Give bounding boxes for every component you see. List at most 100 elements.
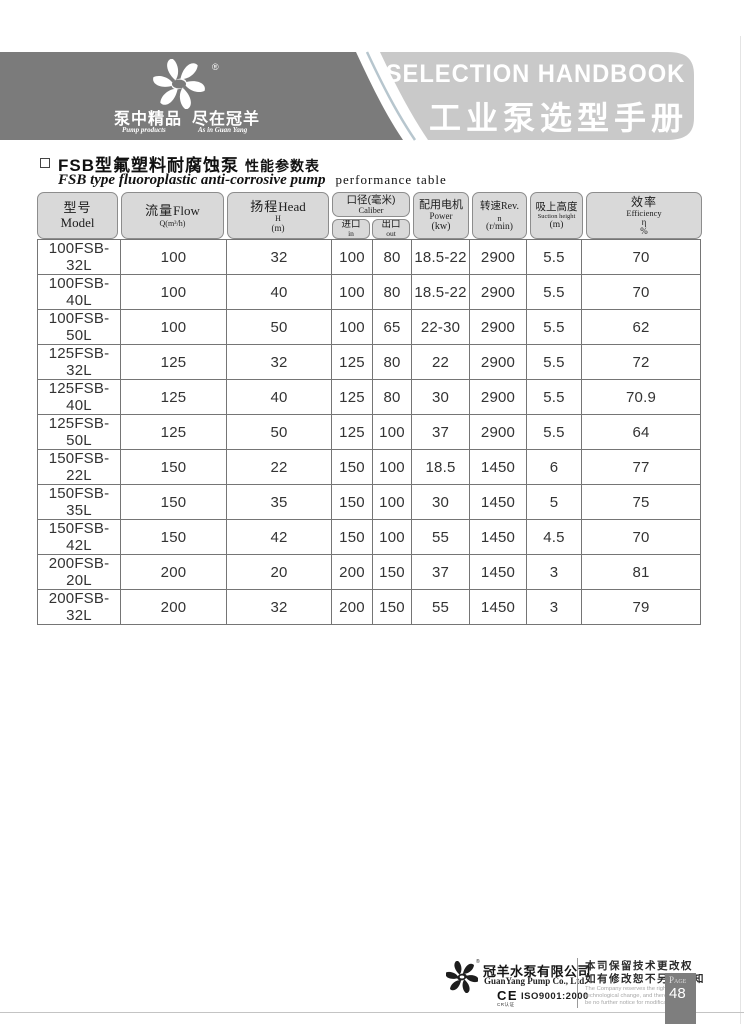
cell-suction: 3 bbox=[526, 589, 582, 625]
section-checkbox-icon bbox=[40, 158, 50, 168]
ce-icon: CE bbox=[497, 988, 519, 1003]
light-band bbox=[380, 52, 694, 140]
col-header-flow: 流量 Flow Q(m³/h) bbox=[121, 192, 224, 239]
cell-flow: 150 bbox=[120, 484, 227, 520]
cell-suction: 5.5 bbox=[526, 414, 582, 450]
cell-rev: 1450 bbox=[469, 589, 527, 625]
cell-eff: 79 bbox=[581, 589, 701, 625]
cell-flow: 100 bbox=[120, 309, 227, 345]
header-banner bbox=[0, 51, 694, 141]
cell-head: 42 bbox=[226, 519, 332, 555]
cell-eff: 75 bbox=[581, 484, 701, 520]
col-header-caliber: 口径(毫米) Caliber 进口 in 出口 out bbox=[332, 192, 410, 239]
table-row: 100FSB-40L 100 40 100 80 18.5-22 2900 5.5 70 bbox=[37, 274, 701, 310]
footer-registered-icon: ® bbox=[476, 959, 480, 965]
cell-rev: 2900 bbox=[469, 414, 527, 450]
cell-eff: 70 bbox=[581, 274, 701, 310]
cell-out: 100 bbox=[372, 519, 412, 555]
cell-model: 100FSB-32L bbox=[37, 239, 121, 275]
cell-head: 32 bbox=[226, 344, 332, 380]
cell-suction: 5.5 bbox=[526, 309, 582, 345]
footer-notice-en: The Company reserves the right of techno… bbox=[585, 986, 678, 1006]
cell-flow: 100 bbox=[120, 274, 227, 310]
performance-table: 100FSB-32L 100 32 100 80 18.5-22 2900 5.5 70 100F… bbox=[37, 239, 701, 625]
cell-suction: 5 bbox=[526, 484, 582, 520]
cell-flow: 200 bbox=[120, 554, 227, 590]
cell-flow: 100 bbox=[120, 239, 227, 275]
cell-suction: 5.5 bbox=[526, 379, 582, 415]
cell-model: 125FSB-50L bbox=[37, 414, 121, 450]
cell-head: 22 bbox=[226, 449, 332, 485]
cell-head: 32 bbox=[226, 589, 332, 625]
band-arc bbox=[365, 51, 417, 141]
cell-eff: 62 bbox=[581, 309, 701, 345]
cell-power: 22 bbox=[411, 344, 470, 380]
iso-certification: ISO9001:2000 bbox=[521, 991, 589, 1002]
cell-flow: 125 bbox=[120, 344, 227, 380]
cell-flow: 200 bbox=[120, 589, 227, 625]
cell-power: 18.5 bbox=[411, 449, 470, 485]
cell-eff: 70.9 bbox=[581, 379, 701, 415]
cell-power: 18.5-22 bbox=[411, 274, 470, 310]
cell-model: 150FSB-42L bbox=[37, 519, 121, 555]
cell-out: 100 bbox=[372, 414, 412, 450]
cell-flow: 150 bbox=[120, 449, 227, 485]
cell-rev: 2900 bbox=[469, 309, 527, 345]
handbook-title-cn: 工业泵选型手册 bbox=[428, 100, 688, 136]
cell-rev: 2900 bbox=[469, 274, 527, 310]
cell-power: 30 bbox=[411, 379, 470, 415]
table-row: 200FSB-20L 200 20 200 150 37 1450 3 81 bbox=[37, 554, 701, 590]
cell-rev: 1450 bbox=[469, 484, 527, 520]
cell-power: 55 bbox=[411, 589, 470, 625]
section-title-en-main: FSB type fluoroplastic anti-corrosive pu… bbox=[58, 172, 326, 188]
footer-divider-line bbox=[0, 1012, 744, 1013]
cell-out: 80 bbox=[372, 274, 412, 310]
cell-power: 18.5-22 bbox=[411, 239, 470, 275]
cell-rev: 1450 bbox=[469, 554, 527, 590]
footer-company-en: GuanYang Pump Co., Ltd. bbox=[484, 976, 587, 986]
col-header-model: 型号 Model bbox=[37, 192, 118, 239]
table-row: 100FSB-50L 100 50 100 65 22-30 2900 5.5 62 bbox=[37, 309, 701, 345]
page-number-box: Page 48 bbox=[665, 973, 696, 1024]
table-row: 150FSB-42L 150 42 150 100 55 1450 4.5 70 bbox=[37, 519, 701, 555]
cell-rev: 2900 bbox=[469, 344, 527, 380]
cell-in: 200 bbox=[331, 554, 373, 590]
cell-suction: 5.5 bbox=[526, 274, 582, 310]
cell-suction: 5.5 bbox=[526, 344, 582, 380]
cell-in: 150 bbox=[331, 449, 373, 485]
cell-head: 40 bbox=[226, 274, 332, 310]
page-number: 48 bbox=[669, 985, 686, 1002]
col-header-caliber-out: 出口 out bbox=[372, 219, 410, 239]
cell-head: 32 bbox=[226, 239, 332, 275]
cell-head: 50 bbox=[226, 414, 332, 450]
cell-suction: 5.5 bbox=[526, 239, 582, 275]
dark-band bbox=[0, 52, 403, 140]
cell-rev: 1450 bbox=[469, 519, 527, 555]
cell-in: 125 bbox=[331, 379, 373, 415]
cell-power: 37 bbox=[411, 414, 470, 450]
cell-eff: 72 bbox=[581, 344, 701, 380]
table-row: 125FSB-40L 125 40 125 80 30 2900 5.5 70.9 bbox=[37, 379, 701, 415]
cell-model: 150FSB-22L bbox=[37, 449, 121, 485]
cell-model: 125FSB-32L bbox=[37, 344, 121, 380]
cell-power: 37 bbox=[411, 554, 470, 590]
col-header-suction: 吸上高度 Suction height (m) bbox=[530, 192, 583, 239]
cell-head: 50 bbox=[226, 309, 332, 345]
cell-out: 80 bbox=[372, 379, 412, 415]
cell-in: 150 bbox=[331, 519, 373, 555]
cell-out: 80 bbox=[372, 344, 412, 380]
brand-slogan-en-1: Pump products bbox=[122, 126, 166, 134]
col-header-power: 配用电机 Power (kw) bbox=[413, 192, 469, 239]
cell-in: 100 bbox=[331, 274, 373, 310]
brand-slogan-en-2: As in Guan Yang bbox=[198, 126, 248, 134]
cell-model: 125FSB-40L bbox=[37, 379, 121, 415]
cell-out: 65 bbox=[372, 309, 412, 345]
ce-sub-label: CR认证 bbox=[497, 1002, 515, 1007]
cell-power: 22-30 bbox=[411, 309, 470, 345]
section-title-cn-main: FSB型氟塑料耐腐蚀泵 bbox=[58, 156, 239, 175]
cell-out: 150 bbox=[372, 554, 412, 590]
col-header-rev: 转速 Rev. n (r/min) bbox=[472, 192, 527, 239]
brand-slogan-cn-2: 尽在冠羊 bbox=[192, 111, 261, 128]
section-title-cn: FSB型氟塑料耐腐蚀泵 性能参数表 bbox=[58, 151, 320, 176]
